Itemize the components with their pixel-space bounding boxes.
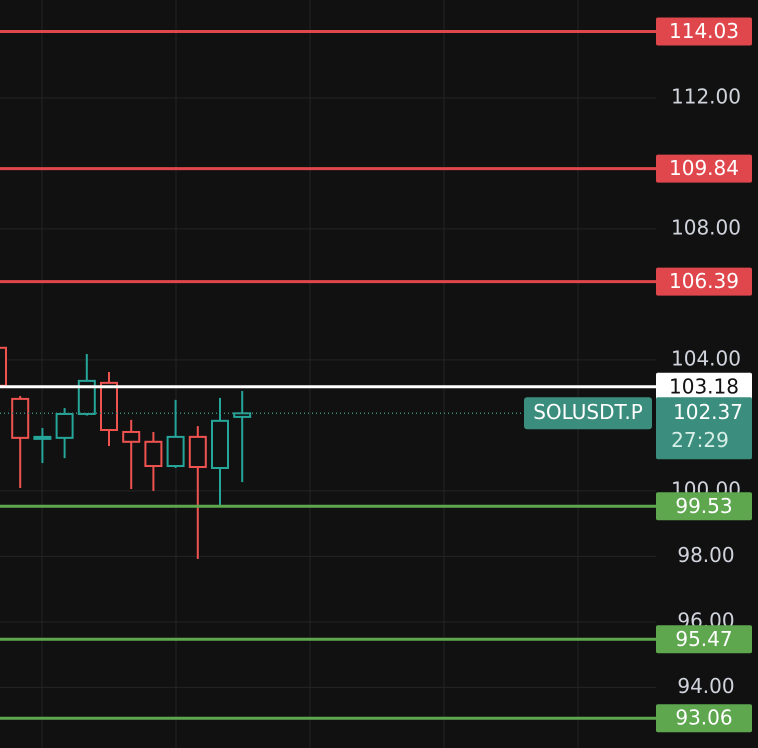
symbol-badge <box>524 397 652 430</box>
symbol-label: SOLUSDT.P <box>533 400 643 424</box>
candle-body <box>77 379 96 415</box>
candle-body <box>100 381 118 432</box>
level-badge <box>656 17 752 46</box>
countdown-label: 27:29 <box>671 428 729 452</box>
candle-body <box>0 346 7 387</box>
level-badge <box>656 372 752 401</box>
level-label: 99.53 <box>675 494 732 518</box>
level-label: 106.39 <box>669 269 739 293</box>
candle-body <box>188 435 207 469</box>
candle-body <box>166 435 185 468</box>
level-label: 103.18 <box>669 374 739 398</box>
level-badge <box>656 625 752 654</box>
candle-body <box>122 430 141 443</box>
candle-body <box>233 412 252 418</box>
level-label: 109.84 <box>669 156 739 180</box>
level-badge <box>656 492 752 521</box>
y-tick-label: 104.00 <box>671 346 741 370</box>
level-label: 114.03 <box>669 19 739 43</box>
level-badge <box>656 704 752 733</box>
candle-body <box>33 435 52 440</box>
price-label: 102.37 <box>673 400 743 424</box>
candle-body <box>55 412 74 439</box>
price-badge <box>656 397 752 460</box>
level-badge <box>656 154 752 183</box>
y-tick-label: 112.00 <box>671 84 741 108</box>
level-badge <box>656 267 752 296</box>
level-label: 93.06 <box>675 706 732 730</box>
y-tick-label: 94.00 <box>677 674 734 698</box>
candle-body <box>144 440 163 468</box>
candle-body <box>11 397 30 439</box>
level-label: 95.47 <box>675 627 732 651</box>
y-tick-label: 108.00 <box>671 215 741 239</box>
y-tick-label: 98.00 <box>677 543 734 567</box>
vertical-grid <box>41 0 579 748</box>
candle-body <box>211 419 229 469</box>
